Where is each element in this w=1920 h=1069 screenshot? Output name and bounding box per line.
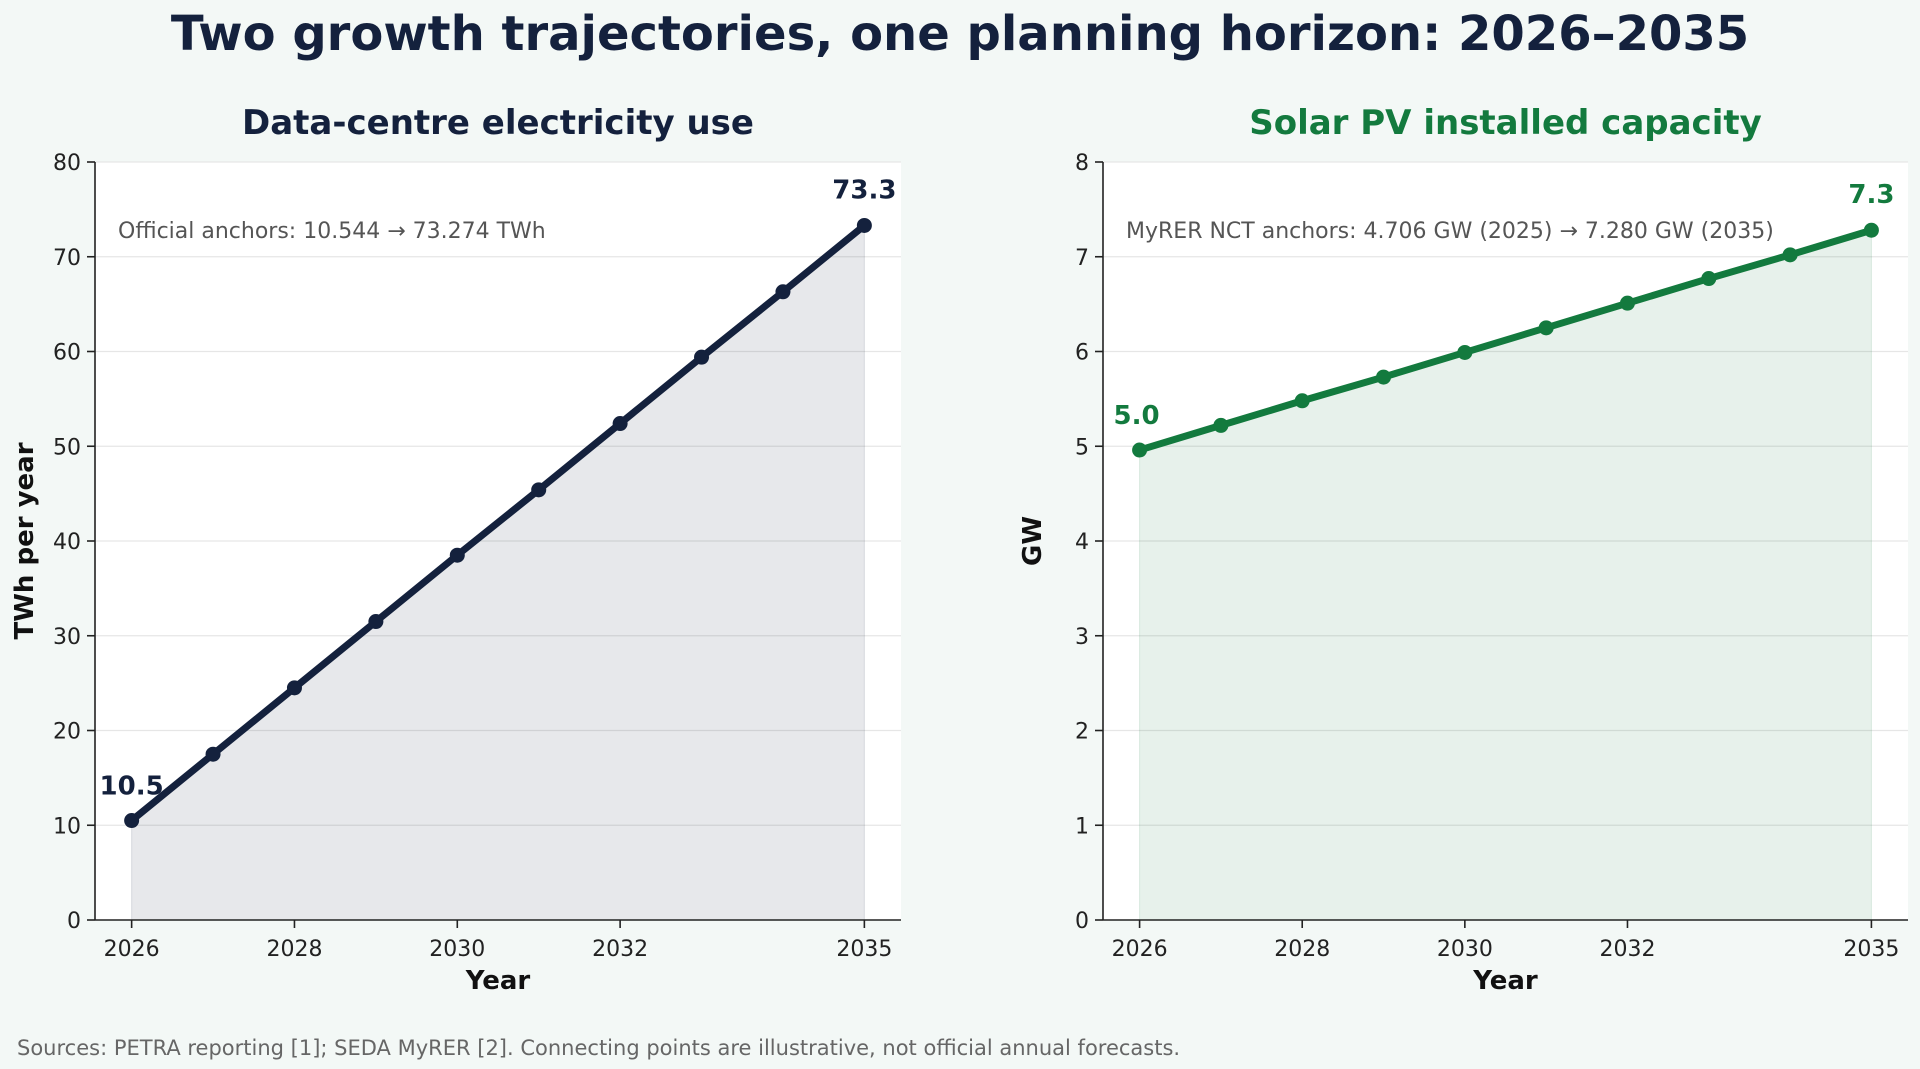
data-point xyxy=(1213,417,1229,433)
y-tick-label: 30 xyxy=(53,625,81,650)
x-tick-label: 2026 xyxy=(104,937,160,962)
panel-data-centre-electricity: Data-centre electricity use Official anch… xyxy=(10,103,901,996)
series-line xyxy=(1136,226,1875,454)
data-point xyxy=(694,349,710,365)
x-axis-label: Year xyxy=(465,966,531,996)
y-tick-label: 3 xyxy=(1075,625,1089,650)
y-axis-label: GW xyxy=(1018,516,1048,566)
y-tick-label: 7 xyxy=(1075,246,1089,271)
figure-title: Two growth trajectories, one planning ho… xyxy=(171,6,1749,62)
series-line xyxy=(128,221,868,825)
data-label: 10.5 xyxy=(100,772,164,802)
data-point xyxy=(1863,222,1879,238)
y-axis-label: TWh per year xyxy=(10,442,40,639)
data-label: 5.0 xyxy=(1114,401,1160,431)
x-tick-label: 2028 xyxy=(266,937,322,962)
data-point xyxy=(531,482,547,498)
data-point xyxy=(1538,320,1554,336)
data-point xyxy=(1294,393,1310,409)
y-tick-label: 2 xyxy=(1075,720,1089,745)
anchor-annotation: Official anchors: 10.544 → 73.274 TWh xyxy=(118,219,546,244)
x-tick-label: 2035 xyxy=(836,937,892,962)
y-tick-label: 40 xyxy=(53,530,81,555)
data-point xyxy=(368,614,384,630)
data-point xyxy=(1701,271,1717,287)
data-point xyxy=(205,746,221,762)
y-tick-label: 8 xyxy=(1075,151,1089,176)
data-point xyxy=(1132,442,1148,458)
data-point xyxy=(775,284,791,300)
x-tick-label: 2035 xyxy=(1843,937,1899,962)
y-tick-label: 50 xyxy=(53,435,81,460)
panel-title: Solar PV installed capacity xyxy=(1249,103,1762,143)
x-tick-label: 2026 xyxy=(1112,937,1168,962)
y-tick-label: 0 xyxy=(67,909,81,934)
data-point xyxy=(1376,369,1392,385)
data-point xyxy=(1619,295,1635,311)
data-point xyxy=(1782,247,1798,263)
panel-solar-pv-capacity: Solar PV installed capacity MyRER NCT anc… xyxy=(1018,103,1908,996)
data-point xyxy=(286,680,302,696)
anchor-annotation: MyRER NCT anchors: 4.706 GW (2025) → 7.2… xyxy=(1126,219,1774,244)
y-tick-label: 6 xyxy=(1075,341,1089,366)
y-tick-label: 0 xyxy=(1075,909,1089,934)
x-tick-label: 2030 xyxy=(1437,937,1493,962)
data-point xyxy=(612,416,628,432)
y-tick-label: 70 xyxy=(53,246,81,271)
x-axis-label: Year xyxy=(1472,966,1538,996)
y-tick-label: 20 xyxy=(53,720,81,745)
x-tick-label: 2028 xyxy=(1274,937,1330,962)
data-point xyxy=(1457,344,1473,360)
data-point xyxy=(124,813,140,829)
y-tick-label: 60 xyxy=(53,341,81,366)
y-tick-label: 5 xyxy=(1075,435,1089,460)
data-label: 73.3 xyxy=(832,175,896,205)
y-tick-label: 10 xyxy=(53,814,81,839)
panel-title: Data-centre electricity use xyxy=(242,103,754,143)
data-point xyxy=(856,217,872,233)
footer-sources: Sources: PETRA reporting [1]; SEDA MyRER… xyxy=(17,1036,1180,1060)
data-point xyxy=(449,547,465,563)
data-label: 7.3 xyxy=(1848,180,1894,210)
y-tick-label: 80 xyxy=(53,151,81,176)
y-tick-label: 4 xyxy=(1075,530,1089,555)
y-tick-label: 1 xyxy=(1075,814,1089,839)
x-tick-label: 2030 xyxy=(429,937,485,962)
x-tick-label: 2032 xyxy=(592,937,648,962)
x-tick-label: 2032 xyxy=(1599,937,1655,962)
